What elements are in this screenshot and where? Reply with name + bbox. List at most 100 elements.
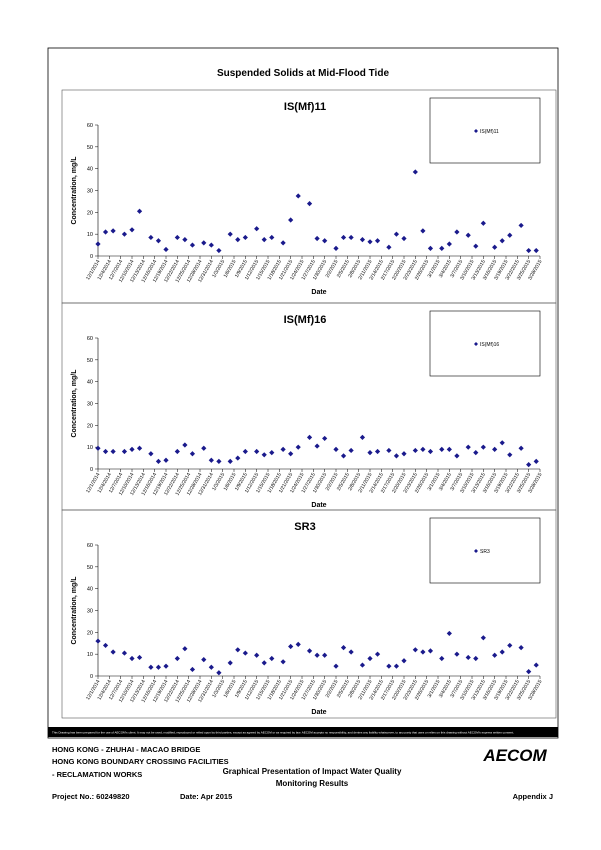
data-point	[306, 648, 313, 654]
data-point	[110, 228, 116, 234]
data-point	[155, 458, 162, 464]
y-axis-label: Concentration, mg/L	[71, 156, 78, 225]
chart-title: SR3	[294, 521, 315, 533]
data-point	[295, 193, 301, 199]
data-point	[280, 659, 286, 665]
data-point	[465, 444, 471, 450]
data-point	[439, 655, 445, 662]
x-axis-label: Date	[311, 709, 326, 716]
data-point	[189, 451, 196, 457]
y-tick-label: 40	[87, 587, 93, 593]
data-point	[227, 231, 233, 237]
y-tick-label: 50	[87, 145, 93, 151]
data-point	[322, 652, 328, 658]
y-axis-label: Concentration, mg/L	[71, 369, 78, 438]
data-point	[129, 446, 135, 452]
data-point	[518, 645, 524, 651]
data-point	[348, 447, 354, 454]
legend-marker	[474, 549, 478, 553]
data-point	[242, 234, 248, 241]
data-point	[314, 235, 320, 242]
data-point	[95, 638, 101, 644]
data-point	[95, 445, 101, 451]
data-point	[367, 450, 373, 456]
data-point	[95, 241, 101, 247]
data-point	[533, 247, 539, 254]
data-point	[261, 452, 267, 458]
data-point	[348, 234, 354, 241]
data-point	[189, 666, 196, 673]
y-axis-label: Concentration, mg/L	[71, 576, 78, 645]
data-point	[148, 451, 154, 457]
data-point	[340, 234, 347, 241]
data-point	[242, 448, 248, 455]
data-point	[306, 201, 313, 207]
y-tick-label: 50	[87, 358, 93, 364]
data-point	[393, 231, 400, 237]
date: Date: Apr 2015	[180, 792, 232, 801]
data-point	[129, 655, 135, 662]
y-tick-label: 50	[87, 565, 93, 571]
project-no: Project No.: 60249820	[52, 792, 130, 801]
data-point	[507, 232, 513, 238]
data-point	[446, 446, 452, 452]
data-point	[492, 446, 498, 452]
data-point	[340, 645, 347, 651]
data-point	[227, 660, 233, 666]
data-point	[333, 446, 339, 452]
data-point	[492, 652, 498, 658]
data-point	[208, 457, 214, 463]
data-point	[333, 245, 339, 251]
data-point	[314, 443, 320, 449]
data-point	[280, 240, 286, 246]
data-point	[427, 448, 434, 455]
data-point	[401, 658, 407, 664]
data-point	[465, 654, 471, 661]
data-point	[322, 238, 328, 244]
data-point	[499, 440, 505, 446]
data-point	[148, 234, 154, 241]
data-point	[295, 444, 301, 450]
data-point	[480, 635, 486, 641]
data-point	[269, 234, 275, 241]
data-point	[129, 227, 135, 233]
data-point	[526, 462, 532, 468]
legend-marker	[474, 342, 478, 346]
data-point	[102, 448, 109, 455]
data-point	[110, 448, 116, 455]
data-point	[216, 670, 222, 676]
data-point	[499, 649, 505, 655]
data-point	[507, 642, 513, 649]
data-point	[374, 238, 381, 244]
drawing-title: Monitoring Results	[276, 779, 349, 788]
data-point	[393, 663, 400, 669]
drawing-title: Graphical Presentation of Impact Water Q…	[223, 767, 402, 776]
data-point	[439, 245, 445, 251]
data-point	[401, 451, 407, 457]
project-line: HONG KONG BOUNDARY CROSSING FACILITIES	[52, 757, 229, 766]
data-point	[216, 247, 222, 254]
data-point	[155, 664, 162, 670]
data-point	[420, 228, 426, 234]
data-point	[254, 448, 260, 455]
data-point	[374, 651, 381, 657]
data-point	[401, 235, 407, 242]
data-point	[454, 651, 460, 657]
y-tick-label: 0	[90, 674, 93, 680]
data-point	[412, 647, 418, 653]
data-point	[526, 247, 532, 254]
data-point	[306, 434, 313, 440]
data-point	[412, 447, 418, 454]
data-point	[295, 641, 301, 647]
data-point	[473, 243, 479, 249]
y-tick-label: 40	[87, 380, 93, 386]
data-point	[182, 646, 188, 652]
data-point	[359, 662, 366, 668]
data-point	[526, 669, 532, 675]
y-tick-label: 10	[87, 652, 93, 658]
data-point	[201, 240, 207, 246]
data-point	[174, 655, 180, 662]
data-point	[201, 657, 207, 663]
y-tick-label: 60	[87, 336, 93, 342]
